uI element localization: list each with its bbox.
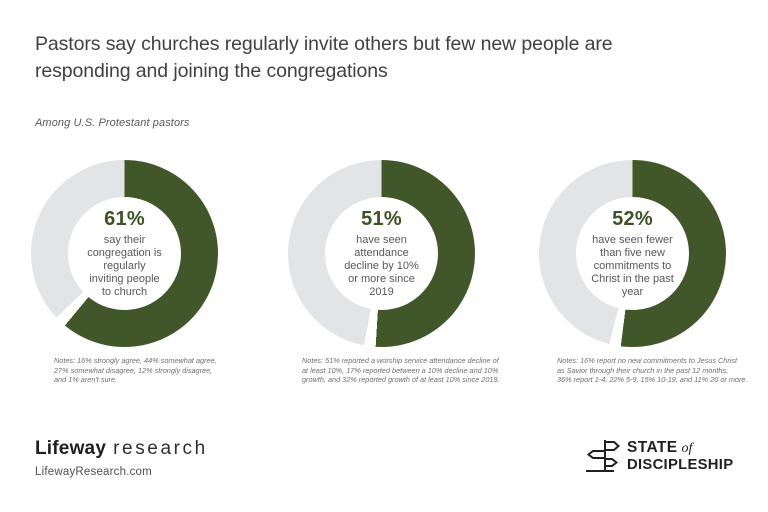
chart-note: Notes: 51% reported a worship service at… <box>302 356 500 385</box>
page-title: Pastors say churches regularly invite ot… <box>35 33 613 82</box>
donut-ring: 52% have seen fewer than five new commit… <box>539 160 726 347</box>
donut-chart-inviting: 61% say their congregation is regularly … <box>31 160 218 395</box>
state-of-discipleship-logo: STATE of DISCIPLESHIP <box>583 439 733 475</box>
donut-description: have seen fewer than five new commitment… <box>591 234 674 298</box>
donut-hole: 61% say their congregation is regularly … <box>68 197 181 310</box>
of-label: of <box>681 441 693 456</box>
donut-description: say their congregation is regularly invi… <box>87 234 162 298</box>
percent-label: 51% <box>361 208 402 230</box>
lifeway-research-logo: Lifeway research <box>35 438 208 460</box>
chart-note: Notes: 16% report no new commitments to … <box>557 356 748 385</box>
donut-chart-attendance: 51% have seen attendance decline by 10% … <box>288 160 500 395</box>
state-of-discipleship-text: STATE of DISCIPLESHIP <box>627 439 733 475</box>
state-label: STATE <box>627 439 678 456</box>
donut-chart-commitments: 52% have seen fewer than five new commit… <box>539 160 748 395</box>
donut-ring: 51% have seen attendance decline by 10% … <box>288 160 475 347</box>
donut-hole: 52% have seen fewer than five new commit… <box>576 197 689 310</box>
signpost-icon <box>586 440 621 472</box>
chart-note: Notes: 16% strongly agree, 44% somewhat … <box>54 356 217 385</box>
website-url: LifewayResearch.com <box>35 466 152 478</box>
research-wordmark: research <box>113 438 208 459</box>
donut-ring: 61% say their congregation is regularly … <box>31 160 218 347</box>
percent-label: 52% <box>612 208 653 230</box>
donut-description: have seen attendance decline by 10% or m… <box>344 234 419 298</box>
discipleship-label: DISCIPLESHIP <box>627 457 734 473</box>
donut-hole: 51% have seen attendance decline by 10% … <box>325 197 438 310</box>
lifeway-wordmark: Lifeway <box>35 438 107 459</box>
subtitle: Among U.S. Protestant pastors <box>35 117 190 129</box>
percent-label: 61% <box>104 208 145 230</box>
